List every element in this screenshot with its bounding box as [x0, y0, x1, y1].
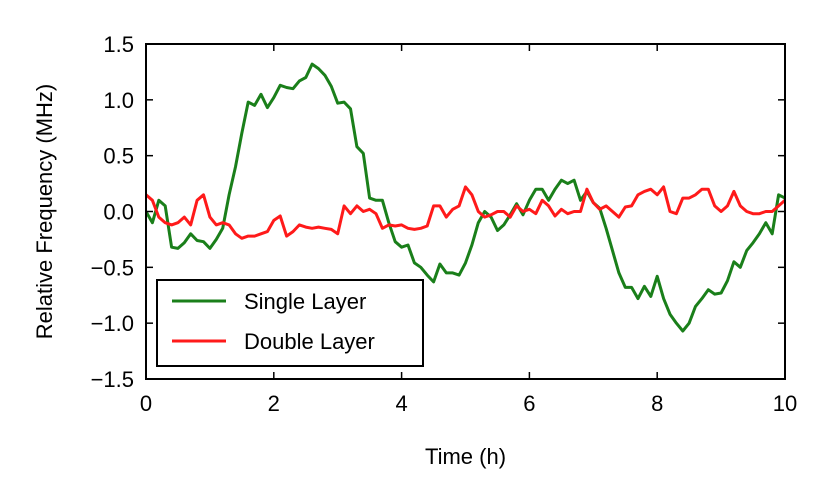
x-axis-ticks: 0 2 4 6 8 10 [140, 44, 797, 416]
x-tick-label: 4 [395, 391, 407, 416]
x-tick-label: 0 [140, 391, 152, 416]
y-tick-label: −1.0 [91, 311, 134, 336]
x-tick-label: 10 [773, 391, 797, 416]
y-tick-label: 0.5 [103, 144, 134, 169]
y-tick-label: −0.5 [91, 255, 134, 280]
x-tick-label: 2 [268, 391, 280, 416]
y-tick-label: 1.5 [103, 32, 134, 57]
legend: Single Layer Double Layer [156, 279, 424, 367]
y-tick-label: 0.0 [103, 200, 134, 225]
y-tick-label: 1.0 [103, 88, 134, 113]
plot-lines [146, 62, 785, 333]
y-axis-ticks: 1.5 1.0 0.5 0.0 −0.5 −1.0 −1.5 [91, 32, 785, 392]
series-line-single-layer [146, 62, 785, 333]
x-axis-title: Time (h) [425, 444, 506, 469]
legend-label-single-layer: Single Layer [244, 289, 366, 314]
legend-label-double-layer: Double Layer [244, 329, 375, 354]
y-axis-title: Relative Frequency (MHz) [32, 84, 57, 340]
x-tick-label: 6 [523, 391, 535, 416]
legend-box [156, 279, 424, 367]
x-tick-label: 8 [651, 391, 663, 416]
y-tick-label: −1.5 [91, 367, 134, 392]
series-line-double-layer [146, 185, 785, 240]
